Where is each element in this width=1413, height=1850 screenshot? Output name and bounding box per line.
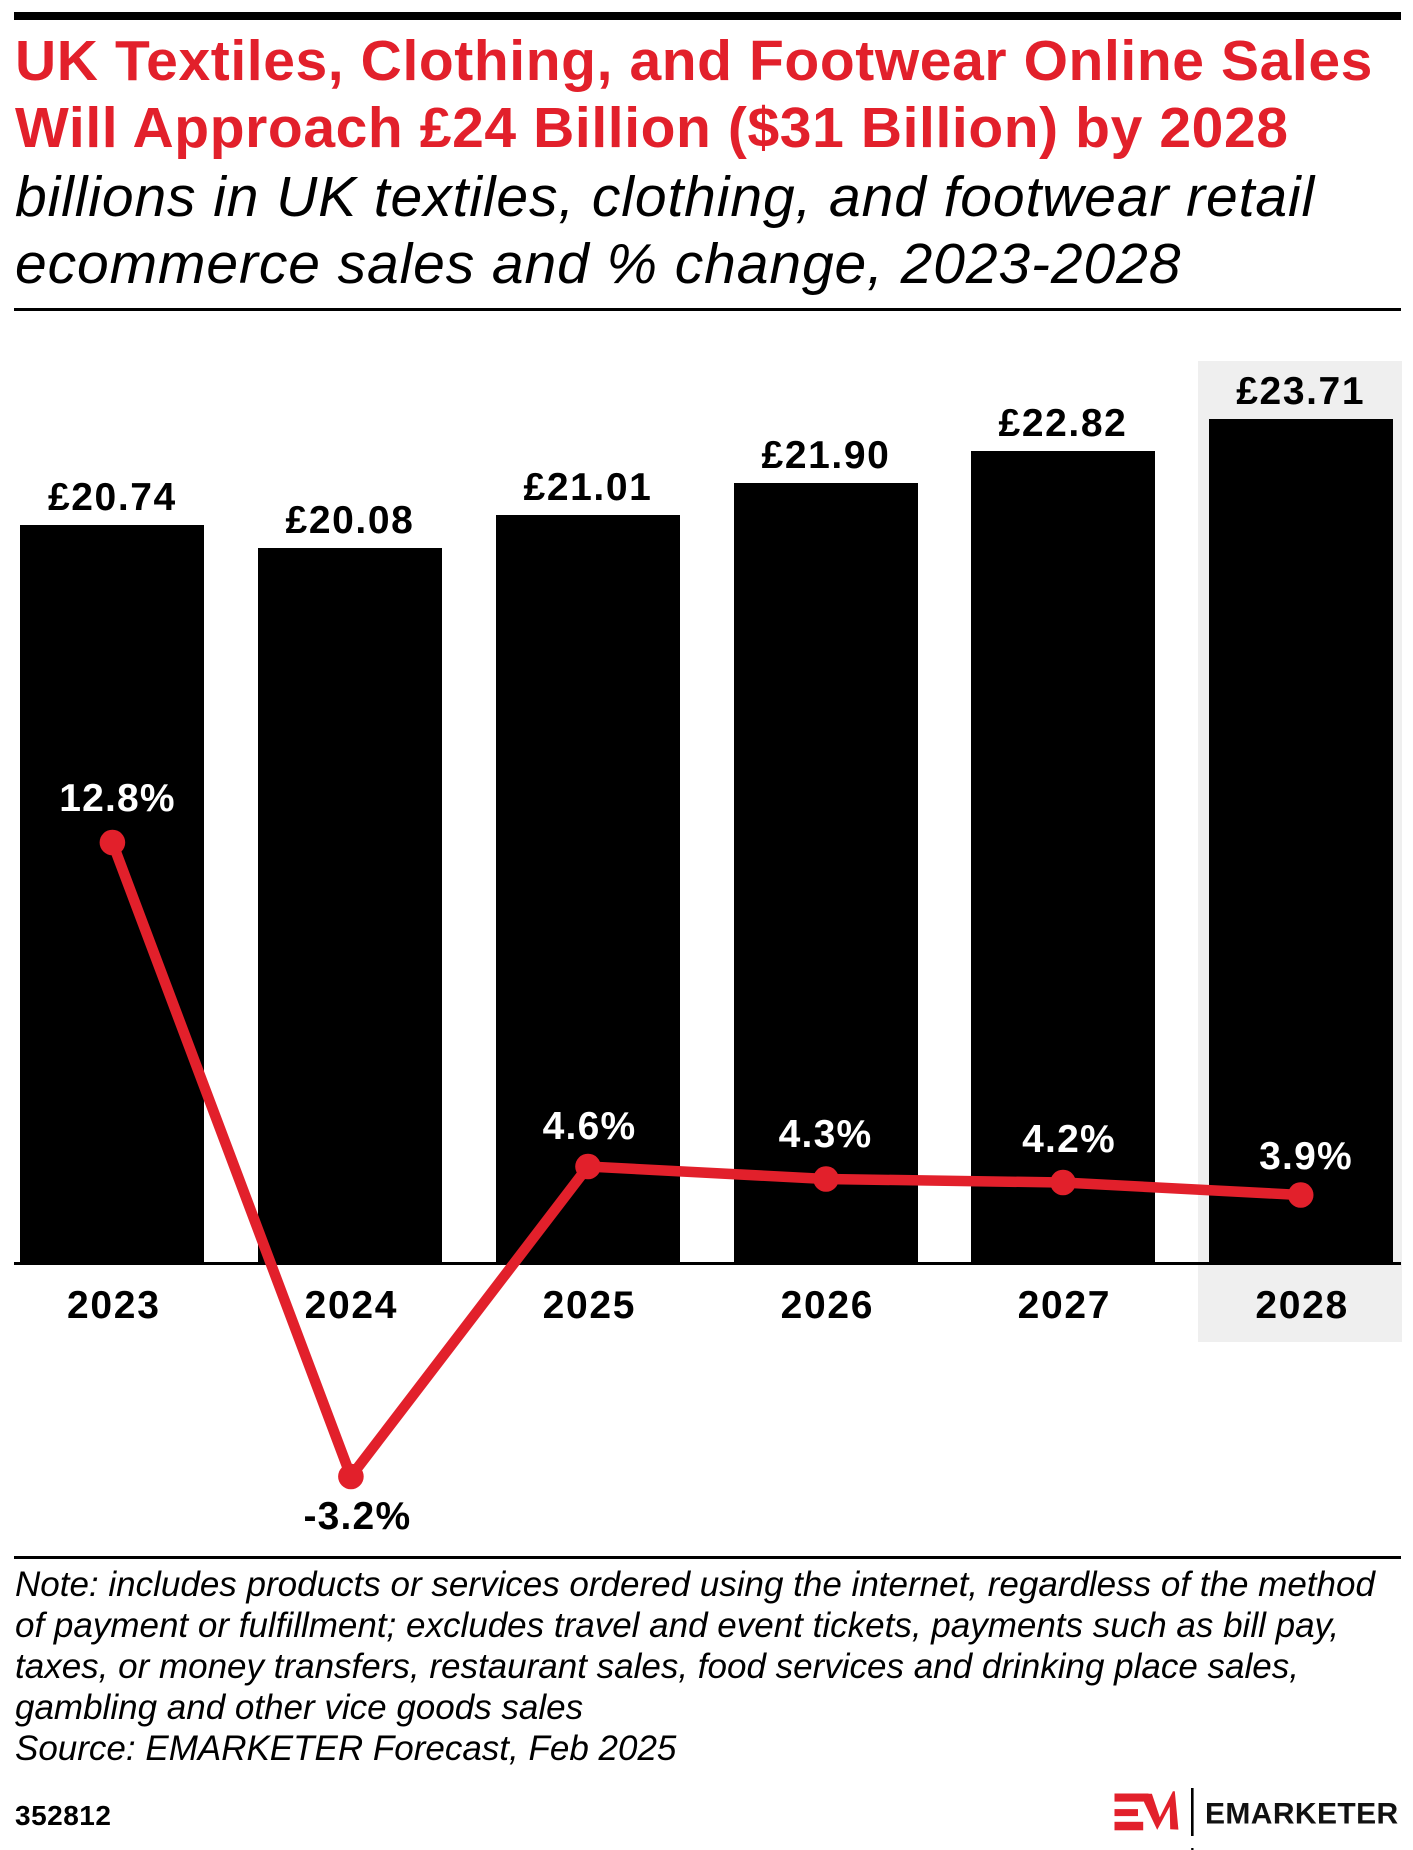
- svg-text:EMARKETER: EMARKETER: [1205, 1797, 1399, 1830]
